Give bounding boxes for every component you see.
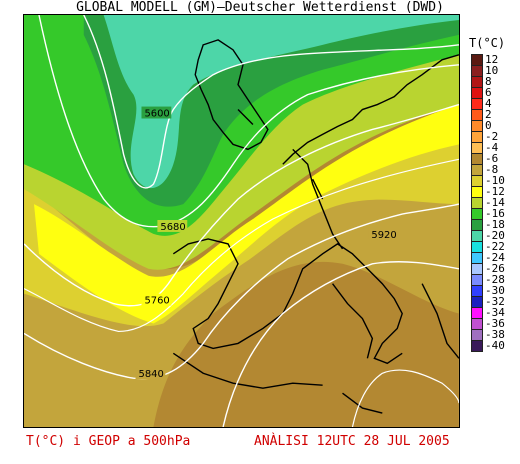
legend-label: 2 — [485, 108, 492, 121]
legend-label: -20 — [485, 229, 505, 242]
legend-label: 8 — [485, 75, 492, 88]
legend-label: -2 — [485, 130, 499, 143]
svg-text:5920: 5920 — [371, 230, 396, 241]
contour-5600 — [83, 15, 459, 189]
contour-extra-b — [351, 369, 459, 427]
contour-label-5680: 5680 — [157, 220, 188, 233]
band-minus20 — [103, 15, 459, 189]
contour-5920 — [222, 261, 459, 427]
temperature-legend: 12 10 8 6 4 2 0 -2 -4 -6 -8 -10 -12 -14 -16 -18 -20 -22 -2… — [471, 54, 505, 352]
legend-title: T(°C) — [469, 36, 506, 50]
contour-5760 — [24, 103, 459, 307]
coastline — [172, 39, 459, 414]
svg-text:5760: 5760 — [144, 296, 169, 307]
legend-label: -30 — [485, 284, 505, 297]
contour-label-5600: 5600 — [141, 106, 172, 120]
legend-label: -36 — [485, 317, 505, 330]
legend-label: -34 — [485, 306, 505, 319]
legend-swatch — [471, 340, 483, 352]
footer-analysis-time: ANÀLISI 12UTC 28 JUL 2005 — [254, 434, 450, 449]
contour-label-5840: 5840 — [135, 367, 166, 380]
legend-label: 12 — [485, 53, 499, 66]
legend-label: -14 — [485, 196, 505, 209]
temperature-map: 5600 5680 5760 5840 5920 — [23, 14, 460, 428]
svg-text:5840: 5840 — [139, 369, 164, 380]
legend-label: -6 — [485, 152, 499, 165]
contour-label-5920: 5920 — [368, 227, 399, 241]
legend-label: -24 — [485, 251, 505, 264]
footer-parameter: T(°C) i GEOP a 500hPa — [26, 434, 191, 449]
legend-label: -28 — [485, 273, 505, 286]
contour-label-5760: 5760 — [141, 293, 172, 307]
legend-label: -12 — [485, 185, 505, 198]
legend-label: -32 — [485, 295, 505, 308]
contour-5680 — [38, 15, 459, 228]
legend-label: 0 — [485, 119, 492, 132]
band-minus12 — [34, 104, 459, 324]
legend-label: -8 — [485, 163, 499, 176]
legend-label: -26 — [485, 262, 505, 275]
contour-extra-a — [24, 158, 459, 333]
legend-label: -16 — [485, 207, 505, 220]
legend-label: -40 — [485, 339, 505, 352]
legend-label: -4 — [485, 141, 499, 154]
legend-label: 4 — [485, 97, 492, 110]
legend-label: -22 — [485, 240, 505, 253]
legend-label: 6 — [485, 86, 492, 99]
contour-5840 — [24, 203, 459, 380]
svg-text:5680: 5680 — [160, 222, 185, 233]
legend-label: -38 — [485, 328, 505, 341]
legend-label: -18 — [485, 218, 505, 231]
svg-text:5600: 5600 — [144, 109, 169, 120]
legend-label: -10 — [485, 174, 505, 187]
legend-label: 10 — [485, 64, 499, 77]
map-title: GLOBAL MODELL (GM)—Deutscher Wetterdiens… — [76, 0, 444, 15]
